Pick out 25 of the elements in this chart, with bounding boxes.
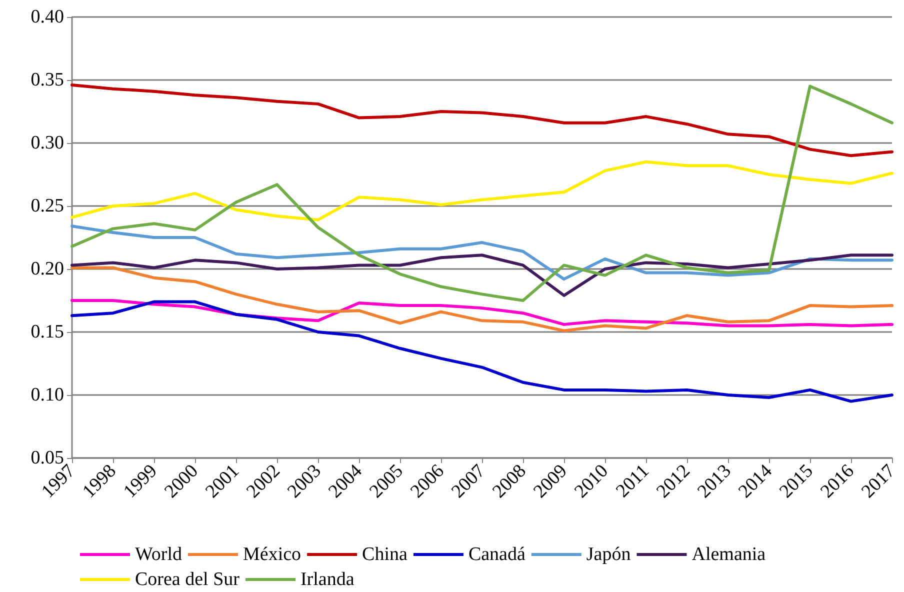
- legend-label: Canadá: [468, 544, 526, 565]
- y-tick-label: 0.10: [30, 384, 64, 406]
- y-tick-label: 0.20: [30, 258, 64, 280]
- legend-label: Corea del Sur: [135, 569, 240, 590]
- y-tick-label: 0.05: [30, 448, 64, 468]
- legend-label: Irlanda: [300, 569, 355, 590]
- line-series: [70, 300, 894, 403]
- line-series: [70, 84, 894, 302]
- line-series: [70, 266, 894, 332]
- legend-label: China: [362, 544, 408, 565]
- legend-label: World: [135, 544, 183, 565]
- x-tick-label: 2011: [612, 460, 654, 502]
- y-tick-label: 0.40: [30, 6, 64, 28]
- y-tick-label: 0.25: [30, 196, 64, 216]
- legend-label: Alemania: [692, 544, 766, 565]
- legend-label: Japón: [586, 544, 632, 565]
- line-series: [70, 160, 894, 222]
- y-tick-label: 0.35: [30, 70, 64, 90]
- line-series: [70, 254, 894, 297]
- line-series: [70, 299, 894, 328]
- line-series: [70, 84, 894, 158]
- line-series: [70, 224, 894, 281]
- y-tick-label: 0.30: [30, 132, 64, 154]
- legend-label: México: [243, 544, 302, 565]
- y-tick-label: 0.15: [30, 322, 64, 342]
